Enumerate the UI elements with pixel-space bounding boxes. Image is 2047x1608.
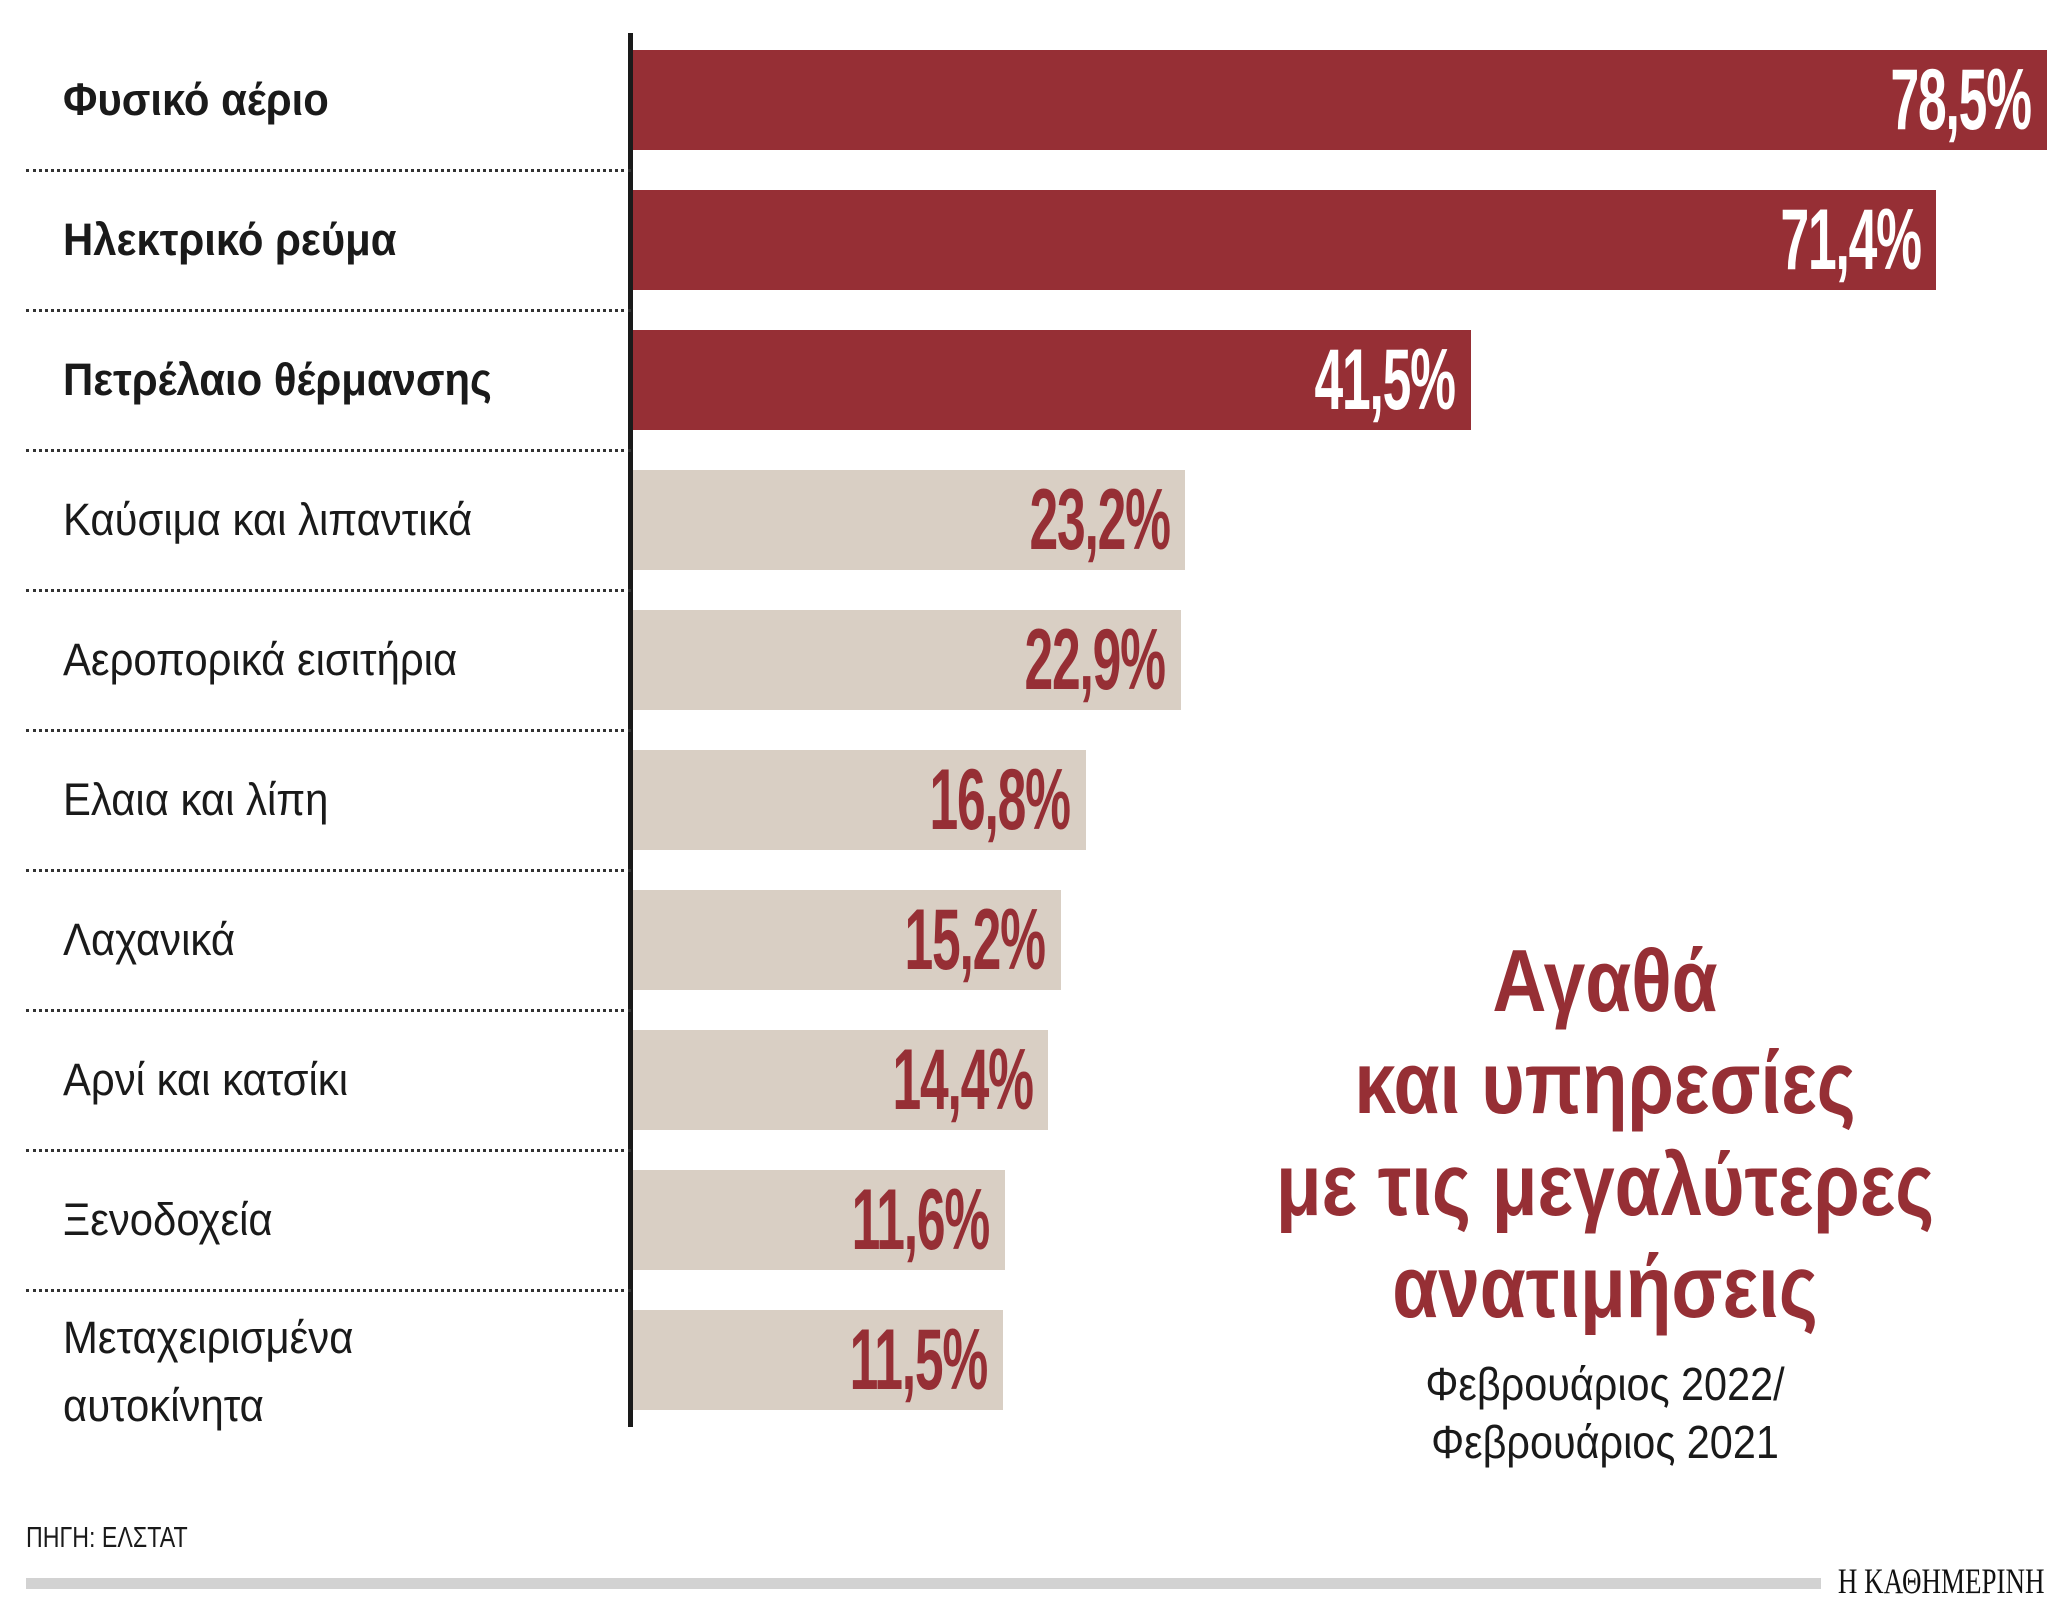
bar bbox=[633, 1030, 1049, 1130]
title-line: και υπηρεσίες bbox=[1354, 1033, 1856, 1132]
bar-chart: 78,5% Φυσικό αέριο 71,4% Ηλεκτρικό ρεύμα 41,… bbox=[26, 33, 2047, 1431]
category-label: αυτοκίνητα bbox=[63, 1380, 264, 1431]
data-label: 22,9% bbox=[1024, 612, 1166, 708]
category-label: Ξενοδοχεία bbox=[63, 1194, 273, 1245]
data-label: 16,8% bbox=[929, 752, 1071, 848]
chart-subtitle: Φεβρουάριος 2022/ Φεβρουάριος 2021 bbox=[1180, 1355, 2030, 1471]
row-separator bbox=[26, 869, 631, 872]
bar bbox=[633, 750, 1086, 850]
bar bbox=[633, 190, 1937, 290]
subtitle-line: Φεβρουάριος 2022/ bbox=[1425, 1358, 1785, 1410]
bar bbox=[633, 1310, 1004, 1410]
category-label: Καύσιμα και λιπαντικά bbox=[63, 494, 473, 545]
bar bbox=[633, 470, 1186, 570]
data-label: 11,6% bbox=[851, 1172, 990, 1268]
title-line: με τις μεγαλύτερες bbox=[1275, 1135, 1935, 1234]
footer-divider bbox=[26, 1578, 1821, 1589]
subtitle-line: Φεβρουάριος 2021 bbox=[1431, 1416, 1779, 1468]
row-separator bbox=[26, 309, 631, 312]
bar bbox=[633, 890, 1061, 990]
category-label: Μεταχειρισμένα bbox=[63, 1312, 354, 1363]
data-label: 23,2% bbox=[1029, 472, 1171, 568]
bar bbox=[633, 330, 1471, 430]
category-label: Ηλεκτρικό ρεύμα bbox=[63, 214, 397, 265]
data-label: 15,2% bbox=[904, 892, 1047, 988]
category-label: Αεροπορικά εισιτήρια bbox=[63, 634, 458, 685]
row-separator bbox=[26, 449, 631, 452]
publisher-logo: Η ΚΑΘΗΜΕΡΙΝΗ bbox=[1838, 1561, 2045, 1601]
chart-title: Αγαθά και υπηρεσίες με τις μεγαλύτερες α… bbox=[1180, 930, 2030, 1338]
row-separator bbox=[26, 169, 631, 172]
category-label: Αρνί και κατσίκι bbox=[63, 1054, 349, 1105]
title-line: ανατιμήσεις bbox=[1392, 1237, 1818, 1336]
row-separator bbox=[26, 589, 631, 592]
row-separator bbox=[26, 729, 631, 732]
bar bbox=[633, 610, 1181, 710]
row-separator bbox=[26, 1289, 631, 1292]
data-label: 14,4% bbox=[892, 1032, 1034, 1128]
category-label: Λαχανικά bbox=[63, 914, 236, 965]
data-label: 71,4% bbox=[1780, 192, 1922, 288]
source-note: ΠΗΓΗ: ΕΛΣΤΑΤ bbox=[26, 1522, 188, 1554]
category-label: Φυσικό αέριο bbox=[63, 74, 329, 125]
data-label: 41,5% bbox=[1314, 332, 1456, 428]
row-separator bbox=[26, 1009, 631, 1012]
category-label: Πετρέλαιο θέρμανσης bbox=[63, 354, 492, 405]
category-label: Ελαια και λίπη bbox=[63, 774, 329, 825]
title-line: Αγαθά bbox=[1492, 931, 1718, 1030]
data-label: 78,5% bbox=[1890, 52, 2033, 148]
row-separator bbox=[26, 1149, 631, 1152]
bar bbox=[633, 50, 2047, 150]
data-label: 11,5% bbox=[849, 1312, 989, 1408]
bar bbox=[633, 1170, 1005, 1270]
